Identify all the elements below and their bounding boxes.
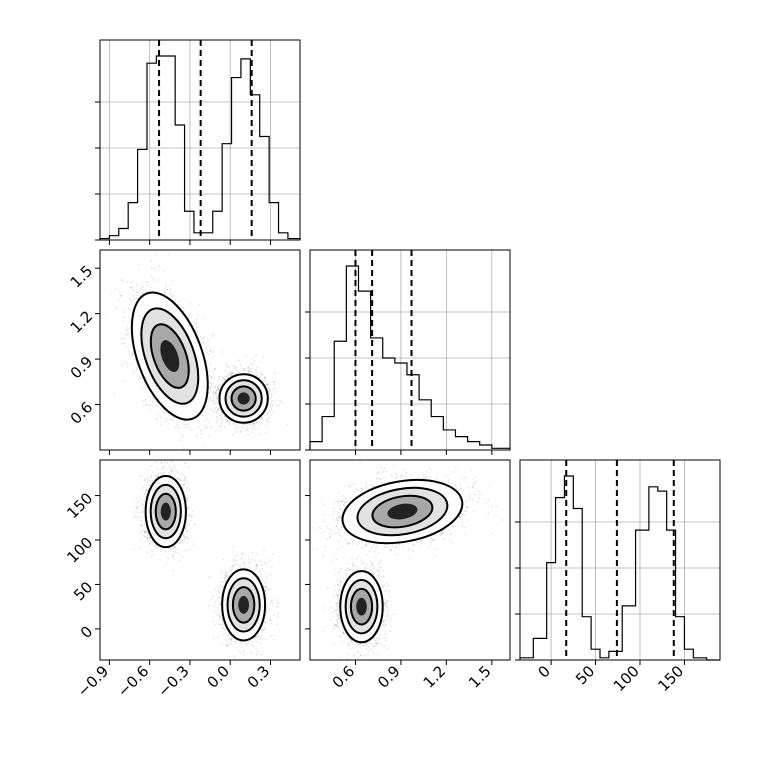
y-tick-label: 0.6 (67, 398, 97, 428)
x-tick-label: 0.0 (203, 662, 233, 692)
x-tick-label: 0.6 (329, 662, 359, 692)
contour-line (339, 570, 384, 644)
contour-line (149, 483, 182, 540)
y-tick-label: 50 (70, 578, 96, 604)
density-fill (160, 340, 180, 372)
contour-line (230, 385, 257, 412)
scatter-panel-0-1 (99, 249, 301, 451)
histogram-1 (309, 265, 511, 450)
density-fill (238, 596, 249, 614)
contour-line (231, 586, 256, 624)
contour-line (218, 373, 269, 424)
y-tick-label: 100 (63, 534, 96, 567)
y-tick-label: 0 (77, 623, 96, 642)
x-tick-label: 100 (610, 662, 643, 695)
y-tick-label: 1.2 (67, 307, 97, 337)
panel-frame (309, 459, 511, 661)
y-tick-label: 0.9 (67, 353, 97, 383)
x-tick-label: 1.2 (420, 662, 450, 692)
density-fill (387, 503, 418, 520)
x-tick-label: 150 (654, 662, 687, 695)
panel-frame (99, 249, 301, 451)
contour-line (344, 579, 379, 635)
contour-line (371, 494, 434, 529)
x-tick-label: 0.9 (374, 662, 404, 692)
contour-line (130, 291, 209, 421)
contour-line (144, 475, 187, 549)
histogram-0 (99, 55, 301, 240)
panel-frame (99, 459, 301, 661)
x-tick-label: −0.3 (154, 662, 192, 700)
density-fill (160, 502, 171, 521)
histogram-panel-0 (95, 39, 301, 241)
histogram-panel-2 (515, 459, 721, 661)
contour-line (226, 577, 261, 633)
x-tick-label: −0.6 (114, 662, 152, 700)
x-tick-label: 1.5 (465, 662, 495, 692)
density-fill (237, 392, 250, 405)
panel-frame (309, 249, 511, 451)
contour-line (221, 568, 267, 642)
x-tick-label: 0 (534, 662, 553, 681)
y-tick-label: 1.5 (67, 262, 97, 292)
y-tick-label: 150 (63, 489, 96, 522)
scatter-panel-0-2 (99, 459, 301, 661)
x-tick-label: 0.3 (244, 662, 274, 692)
x-tick-label: 50 (572, 662, 598, 688)
contour-line (154, 492, 177, 531)
contour-line (140, 307, 200, 405)
scatter-panel-1-2 (309, 459, 511, 661)
panel-frame (99, 39, 301, 241)
contour-line (149, 323, 190, 389)
panel-frame (519, 459, 721, 661)
density-fill (356, 597, 367, 616)
contour-line (356, 486, 449, 537)
histogram-2 (519, 475, 720, 661)
histogram-panel-1 (305, 249, 511, 451)
x-tick-label: −0.9 (74, 662, 112, 700)
contour-line (341, 478, 464, 545)
contour-line (349, 587, 374, 626)
contour-line (224, 379, 263, 418)
